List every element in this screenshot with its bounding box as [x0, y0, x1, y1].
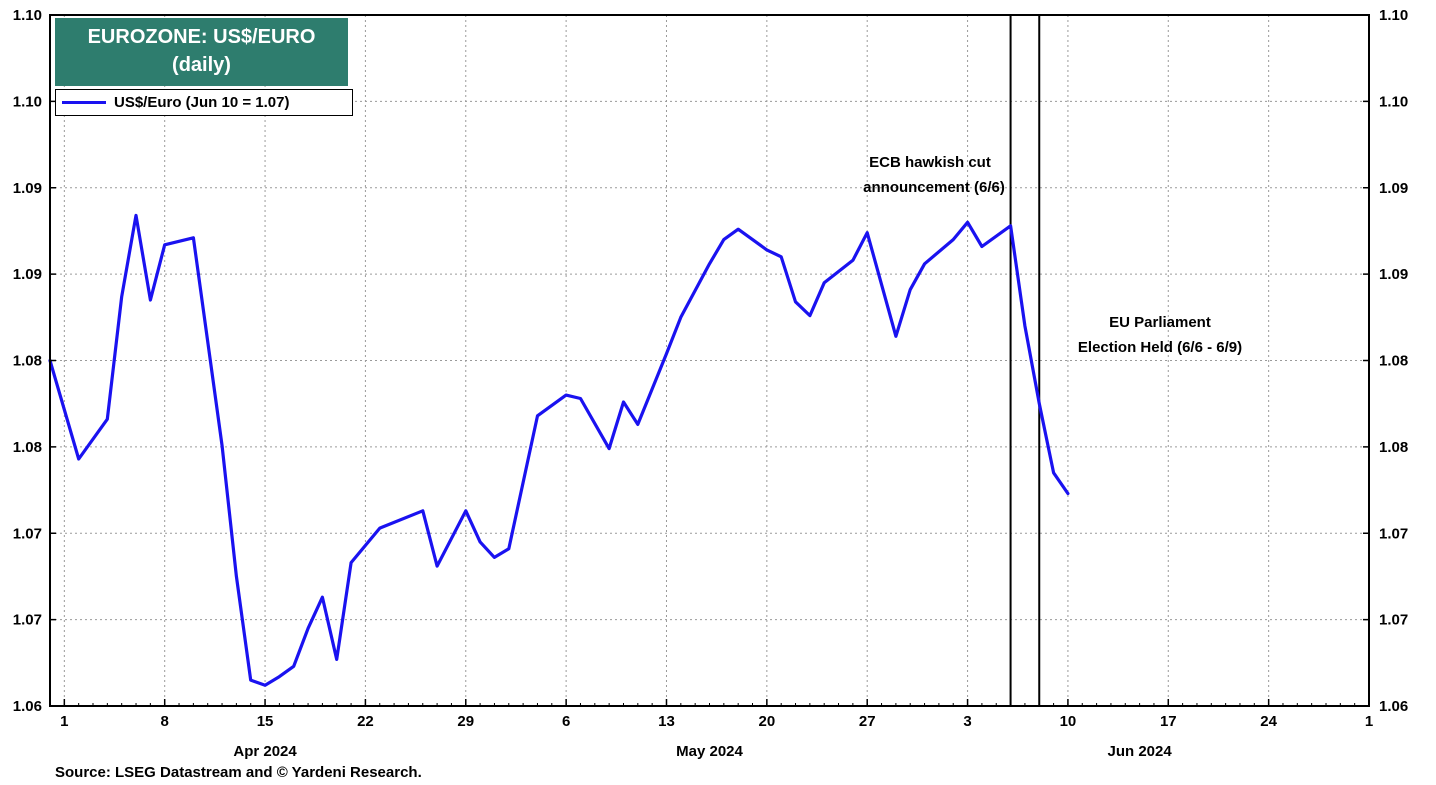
- x-tick-label: 29: [457, 713, 474, 730]
- x-tick-label: 27: [859, 713, 876, 730]
- annotation-ecb-line1: ECB hawkish cut: [869, 154, 991, 171]
- month-label: Jun 2024: [1107, 743, 1172, 760]
- x-tick-label: 6: [562, 713, 570, 730]
- legend-label: US$/Euro (Jun 10 = 1.07): [114, 94, 290, 111]
- x-tick-label: 13: [658, 713, 675, 730]
- y-tick-label-left: 1.09: [13, 266, 42, 283]
- x-axis-ticks: 1 8 15 22 29 6 13 20 27 3 10 17 24 1: [49, 699, 1373, 730]
- legend: US$/Euro (Jun 10 = 1.07): [55, 89, 353, 116]
- y-tick-label-left: 1.09: [13, 180, 42, 197]
- x-tick-label: 22: [357, 713, 374, 730]
- month-label: May 2024: [676, 743, 743, 760]
- source-note: Source: LSEG Datastream and © Yardeni Re…: [55, 764, 422, 781]
- annotation-ecb-line2: announcement (6/6): [863, 179, 1005, 196]
- series-line-usd-euro: [48, 213, 1070, 687]
- month-labels: Apr 2024 May 2024 Jun 2024: [233, 743, 1172, 760]
- y-tick-label-right: 1.10: [1379, 7, 1408, 24]
- chart-title-line2: (daily): [172, 54, 231, 76]
- x-tick-label: 8: [161, 713, 169, 730]
- y-tick-label-right: 1.07: [1379, 612, 1408, 629]
- y-tick-label-left: 1.10: [13, 93, 42, 110]
- x-tick-label: 24: [1260, 713, 1277, 730]
- x-tick-label: 1: [60, 713, 68, 730]
- y-axis-ticks: 1.06 1.06 1.07 1.07 1.07 1.07 1.08 1.08 1.08 1.08…: [13, 7, 1408, 715]
- chart-title-line1: EUROZONE: US$/EURO: [87, 26, 316, 48]
- grid-lines: [50, 15, 1369, 706]
- x-tick-label: 20: [759, 713, 776, 730]
- y-tick-label-left: 1.08: [13, 353, 42, 370]
- y-tick-label-right: 1.09: [1379, 266, 1408, 283]
- y-tick-label-left: 1.06: [13, 698, 42, 715]
- x-tick-label: 17: [1160, 713, 1177, 730]
- y-tick-label-right: 1.09: [1379, 180, 1408, 197]
- legend-swatch: [62, 101, 106, 104]
- annotation-eu-line2: Election Held (6/6 - 6/9): [1078, 339, 1242, 356]
- y-tick-label-left: 1.08: [13, 439, 42, 456]
- month-label: Apr 2024: [233, 743, 297, 760]
- event-lines: [1009, 15, 1041, 706]
- series-group: [48, 213, 1070, 687]
- y-tick-label-left: 1.07: [13, 612, 42, 629]
- annotation-eu-line1: EU Parliament: [1109, 314, 1211, 331]
- y-tick-label-right: 1.10: [1379, 93, 1408, 110]
- y-tick-label-right: 1.08: [1379, 353, 1408, 370]
- x-tick-label: 3: [963, 713, 971, 730]
- x-tick-label: 15: [257, 713, 274, 730]
- x-tick-label: 10: [1060, 713, 1077, 730]
- y-tick-label-right: 1.06: [1379, 698, 1408, 715]
- y-tick-label-left: 1.10: [13, 7, 42, 24]
- y-tick-label-right: 1.07: [1379, 525, 1408, 542]
- y-tick-label-right: 1.08: [1379, 439, 1408, 456]
- x-tick-label: 1: [1365, 713, 1373, 730]
- chart-title: EUROZONE: US$/EURO (daily): [55, 18, 348, 86]
- y-tick-label-left: 1.07: [13, 525, 42, 542]
